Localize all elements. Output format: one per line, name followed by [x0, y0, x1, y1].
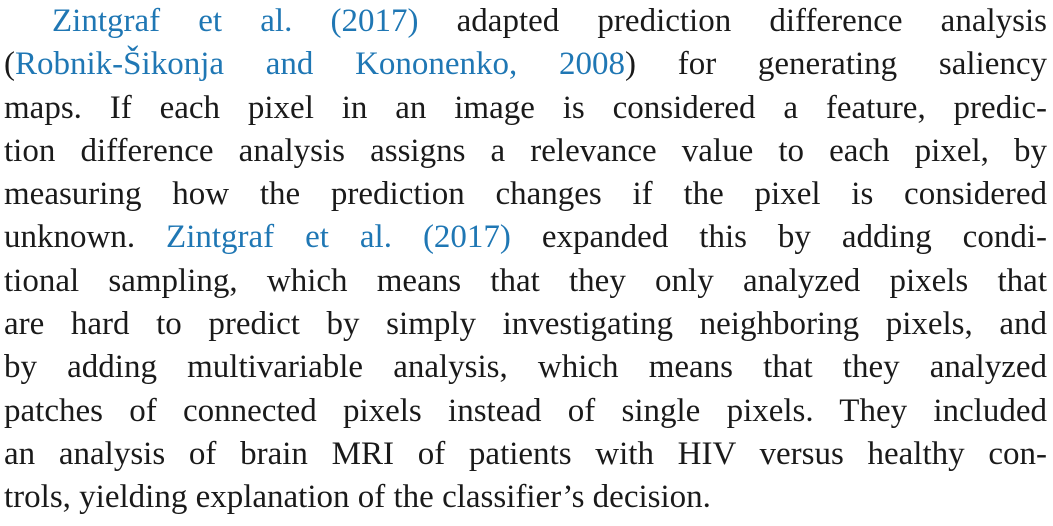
text-segment: ( [4, 46, 15, 83]
text-line-5: measuring how the prediction changes if … [4, 173, 1047, 216]
text-line-3: maps. If each pixel in an image is consi… [4, 87, 1047, 130]
text-segment: tion difference analysis assigns a relev… [4, 132, 1047, 169]
citation-link[interactable]: Zintgraf et al. (2017) [52, 3, 419, 39]
text-segment: adapted prediction difference analysis [418, 3, 1047, 39]
text-segment: patches of connected pixels instead of s… [4, 392, 1047, 429]
text-line-7: tional sampling, which means that they o… [4, 260, 1047, 303]
citation-link[interactable]: Robnik-Šikonja and Kononenko, 2008 [15, 46, 626, 83]
text-segment: tional sampling, which means that they o… [4, 262, 1047, 299]
text-segment: measuring how the prediction changes if … [4, 176, 1047, 213]
text-line-8: are hard to predict by simply investigat… [4, 303, 1047, 346]
text-segment: maps. If each pixel in an image is consi… [4, 89, 1047, 126]
text-line-2: (Robnik-Šikonja and Kononenko, 2008) for… [4, 43, 1047, 86]
text-line-10: patches of connected pixels instead of s… [4, 390, 1047, 433]
text-segment: an analysis of brain MRI of patients wit… [4, 435, 1047, 472]
text-line-11: an analysis of brain MRI of patients wit… [4, 433, 1047, 476]
text-line-4: tion difference analysis assigns a relev… [4, 130, 1047, 173]
text-segment: ) for generating saliency [625, 46, 1047, 83]
paragraph: Zintgraf et al. (2017) adapted predictio… [4, 0, 1047, 520]
text-segment: are hard to predict by simply investigat… [4, 306, 1047, 343]
text-line-12: trols, yielding explanation of the class… [4, 476, 1047, 519]
text-segment: by adding multivariable analysis, which … [4, 349, 1047, 386]
citation-link[interactable]: Zintgraf et al. (2017) [166, 219, 511, 256]
text-segment: expanded this by adding condi- [510, 219, 1047, 256]
text-line-1: Zintgraf et al. (2017) adapted predictio… [4, 0, 1047, 43]
text-segment: trols, yielding explanation of the class… [4, 479, 711, 516]
text-segment: unknown. [4, 219, 167, 256]
text-line-9: by adding multivariable analysis, which … [4, 346, 1047, 389]
text-line-6: unknown. Zintgraf et al. (2017) expanded… [4, 216, 1047, 259]
paper-body: Zintgraf et al. (2017) adapted predictio… [4, 0, 1047, 520]
